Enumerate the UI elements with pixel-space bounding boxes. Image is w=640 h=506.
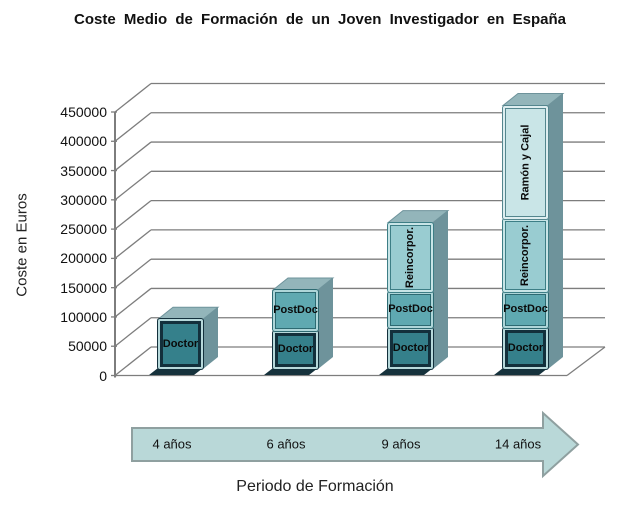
bar-bottom-face (494, 368, 548, 375)
y-tick-label: 400000 (60, 133, 107, 150)
x-category-label: 6 años (266, 436, 306, 452)
y-tick-label: 300000 (60, 191, 107, 208)
bar-segment-label: PostDoc (273, 303, 318, 316)
bar-segment-label: Doctor (277, 343, 314, 356)
bar-segment-label: Doctor (507, 341, 544, 354)
grid-line-diagonal (114, 141, 152, 172)
grid-line-diagonal (114, 112, 152, 142)
grid-line-diagonal (114, 346, 152, 377)
y-tick-label: 100000 (60, 308, 107, 325)
grid-line-diagonal (114, 82, 152, 113)
grid-line-diagonal (114, 258, 152, 289)
bar-side-face (318, 277, 333, 369)
bar-segment-postdoc: PostDoc (273, 289, 318, 331)
grid-line-diagonal (114, 200, 152, 230)
y-tick-label: 250000 (60, 221, 107, 238)
bar-segment-postdoc: PostDoc (388, 291, 433, 328)
y-tick-label: 50000 (68, 338, 107, 355)
bar-side-face (548, 93, 563, 369)
bar-bottom-face (379, 368, 433, 375)
bar-bottom-face (149, 368, 203, 375)
y-tick-label: 350000 (60, 162, 107, 179)
bar-segment-label: Reincorpor. (404, 226, 416, 288)
bar-side-face (203, 307, 218, 369)
bar-segment-doctor: Doctor (503, 328, 548, 369)
bar-segment-postdoc: PostDoc (503, 291, 548, 328)
bar-segment-label: PostDoc (388, 303, 433, 316)
x-axis-title: Periodo de Formación (236, 478, 394, 495)
bar-segment-doctor: Doctor (273, 330, 318, 369)
floor-right-edge (566, 346, 606, 377)
x-category-label: 14 años (494, 436, 542, 452)
grid-line-diagonal (114, 229, 152, 259)
x-category-label: 4 años (152, 436, 192, 452)
bar-segment-label: Doctor (162, 337, 199, 350)
y-tick-label: 0 (99, 367, 107, 384)
bar-segment-label: PostDoc (503, 303, 548, 316)
bar-segment-reincorpor: Reincorpor. (388, 222, 433, 292)
grid-line-diagonal (114, 170, 152, 201)
y-tick-label: 450000 (60, 104, 107, 120)
chart-title: Coste Medio de Formación de un Joven Inv… (74, 11, 566, 28)
bar-bottom-face (264, 368, 318, 375)
grid-line-diagonal (114, 287, 152, 318)
bar-side-face (433, 210, 448, 369)
y-tick-label: 150000 (60, 279, 107, 296)
grid-line-diagonal (114, 317, 152, 347)
bar-segment-label: Reincorpor. (519, 224, 531, 286)
bar-segment-reincorpor: Reincorpor. (503, 218, 548, 292)
x-category-label: 9 años (381, 436, 421, 452)
bar-segment-doctor: Doctor (158, 319, 203, 369)
bar-segment-doctor: Doctor (388, 328, 433, 369)
x-axis-arrow (131, 410, 580, 479)
bar-segment-label: Doctor (392, 341, 429, 354)
y-tick-label: 200000 (60, 250, 107, 267)
bar-segment-label: Ramón y Cajal (519, 124, 531, 200)
bar-segment-ram-n-y-cajal: Ramón y Cajal (503, 105, 548, 219)
